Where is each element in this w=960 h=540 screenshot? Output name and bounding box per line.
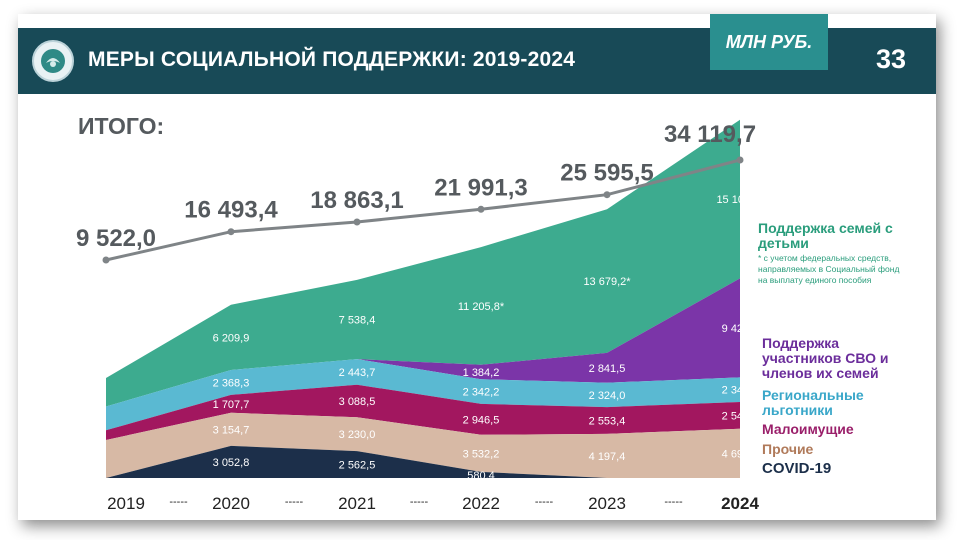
data-label-svo-2023: 2 841,5 bbox=[589, 363, 626, 375]
data-label-lowincome-2023: 2 553,4 bbox=[589, 416, 626, 428]
total-title: ИТОГО: bbox=[78, 113, 164, 139]
area-regional bbox=[106, 359, 740, 431]
data-label-covid-2020: 3 052,8 bbox=[213, 457, 250, 469]
header-top-stripe bbox=[18, 14, 936, 28]
data-label-families-2023: 13 679,2* bbox=[583, 276, 631, 288]
legend-covid-label: COVID-19 bbox=[762, 460, 832, 477]
year-label-2021: 2021 bbox=[338, 494, 376, 513]
data-label-regional-2021: 2 443,7 bbox=[339, 367, 376, 379]
data-label-other-2024: 4 699,6 bbox=[722, 448, 759, 460]
page-number: 33 bbox=[876, 44, 907, 74]
legend-other-label: Прочие bbox=[762, 441, 814, 457]
legend-covid: COVID-19 bbox=[762, 461, 892, 476]
total-point-2022 bbox=[477, 205, 485, 213]
total-label-2023: 25 595,5 bbox=[560, 160, 653, 187]
legend-lowincome-label: Малоимущие bbox=[762, 421, 854, 437]
year-separator: ----- bbox=[410, 496, 429, 508]
data-label-lowincome-2024: 2 542,9 bbox=[722, 410, 759, 422]
total-point-2019 bbox=[102, 256, 110, 264]
data-label-families-2019: 2 713,5 bbox=[58, 385, 98, 399]
data-label-families-2024: 15 107,9* bbox=[716, 194, 764, 206]
area-other bbox=[106, 412, 740, 478]
data-label-regional-2019: 2 268,9 bbox=[58, 411, 98, 425]
total-label-2024: 34 119,7 bbox=[664, 121, 756, 148]
year-separator: ----- bbox=[285, 496, 304, 508]
year-separator: ----- bbox=[535, 496, 554, 508]
year-label-2022: 2022 bbox=[462, 494, 500, 513]
year-label-2023: 2023 bbox=[588, 494, 626, 513]
data-label-other-2019: 3 616,8 bbox=[58, 452, 98, 466]
header-bar: МЕРЫ СОЦИАЛЬНОЙ ПОДДЕРЖКИ: 2019-2024 МЛН… bbox=[18, 14, 936, 94]
data-label-regional-2020: 2 368,3 bbox=[213, 378, 250, 390]
legend-svo: Поддержка участников СВО и членов их сем… bbox=[762, 336, 922, 381]
legend-lowincome: Малоимущие bbox=[762, 422, 892, 437]
data-label-lowincome-2020: 1 707,7 bbox=[213, 399, 250, 411]
area-covid bbox=[106, 445, 740, 478]
legend-families-note: * с учетом федеральных средств, направля… bbox=[758, 253, 900, 285]
area-families bbox=[106, 119, 740, 407]
legend-other: Прочие bbox=[762, 442, 892, 457]
total-label-2019: 9 522,0 bbox=[76, 225, 156, 252]
legend-regional-label: Региональные льготники bbox=[762, 387, 864, 418]
data-label-other-2022: 3 532,2 bbox=[463, 448, 500, 460]
legend-families: Поддержка семей с детьми bbox=[758, 221, 928, 251]
area-lowincome bbox=[106, 384, 740, 440]
data-label-svo-2022: 1 384,2 bbox=[463, 367, 500, 379]
data-label-regional-2024: 2 340,3 bbox=[722, 385, 759, 397]
data-label-other-2021: 3 230,0 bbox=[339, 429, 376, 441]
data-label-families-2022: 11 205,8* bbox=[458, 301, 505, 313]
year-label-2024: 2024 bbox=[721, 494, 759, 513]
data-label-regional-2022: 2 342,2 bbox=[463, 387, 500, 399]
data-label-regional-2023: 2 324,0 bbox=[589, 390, 626, 402]
total-point-2020 bbox=[227, 228, 235, 236]
page-title: МЕРЫ СОЦИАЛЬНОЙ ПОДДЕРЖКИ: 2019-2024 bbox=[88, 48, 576, 71]
emblem-logo bbox=[32, 40, 74, 82]
total-line: 9 522,0 16 493,4 18 863,1 21 991,3 25 595,5 3… bbox=[76, 121, 756, 264]
x-axis-labels: 2019 ----- 2020 ----- 2021 ----- 2022 ----- 2023… bbox=[107, 494, 759, 513]
data-label-svo-2024: 9 429,0 bbox=[722, 323, 759, 335]
area-layers bbox=[106, 119, 740, 478]
unit-badge: МЛН РУБ. bbox=[710, 14, 828, 70]
year-label-2020: 2020 bbox=[212, 494, 250, 513]
total-point-2021 bbox=[353, 218, 361, 226]
area-data-labels: 3 052,8 2 562,5 580,4 3 616,8 3 154,7 3 230,0… bbox=[58, 194, 764, 482]
data-label-other-2023: 4 197,4 bbox=[589, 451, 626, 463]
year-separator: ----- bbox=[664, 496, 683, 508]
data-label-covid-2021: 2 562,5 bbox=[339, 460, 376, 472]
data-label-lowincome-2022: 2 946,5 bbox=[463, 414, 500, 426]
total-label-2021: 18 863,1 bbox=[310, 187, 403, 214]
year-separator: ----- bbox=[169, 496, 188, 508]
legend-svo-label: Поддержка участников СВО и членов их сем… bbox=[762, 335, 889, 381]
total-point-2024 bbox=[736, 156, 744, 164]
emblem-icon bbox=[41, 49, 65, 73]
data-label-lowincome-2019: 922,8 bbox=[68, 428, 98, 442]
total-line-path bbox=[105, 158, 741, 262]
data-label-families-2021: 7 538,4 bbox=[339, 315, 376, 327]
data-label-covid-2022: 580,4 bbox=[467, 470, 495, 482]
data-label-other-2020: 3 154,7 bbox=[213, 424, 250, 436]
data-label-families-2020: 6 209,9 bbox=[213, 332, 250, 344]
total-point-2023 bbox=[603, 191, 611, 199]
total-label-2020: 16 493,4 bbox=[184, 197, 278, 224]
total-label-2022: 21 991,3 bbox=[434, 174, 527, 201]
data-label-lowincome-2021: 3 088,5 bbox=[339, 396, 376, 408]
legend-families-label: Поддержка семей с детьми bbox=[758, 220, 893, 251]
area-svo bbox=[106, 278, 740, 407]
legend-regional: Региональные льготники bbox=[762, 388, 892, 418]
year-label-2019: 2019 bbox=[107, 494, 145, 513]
